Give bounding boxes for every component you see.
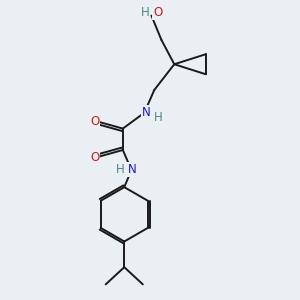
Text: H: H: [116, 163, 125, 176]
Text: N: N: [128, 163, 136, 176]
Text: O: O: [153, 6, 162, 19]
Text: H: H: [141, 6, 149, 19]
Text: O: O: [90, 151, 100, 164]
Text: H: H: [154, 111, 163, 124]
Text: N: N: [142, 106, 151, 119]
Text: O: O: [90, 115, 100, 128]
